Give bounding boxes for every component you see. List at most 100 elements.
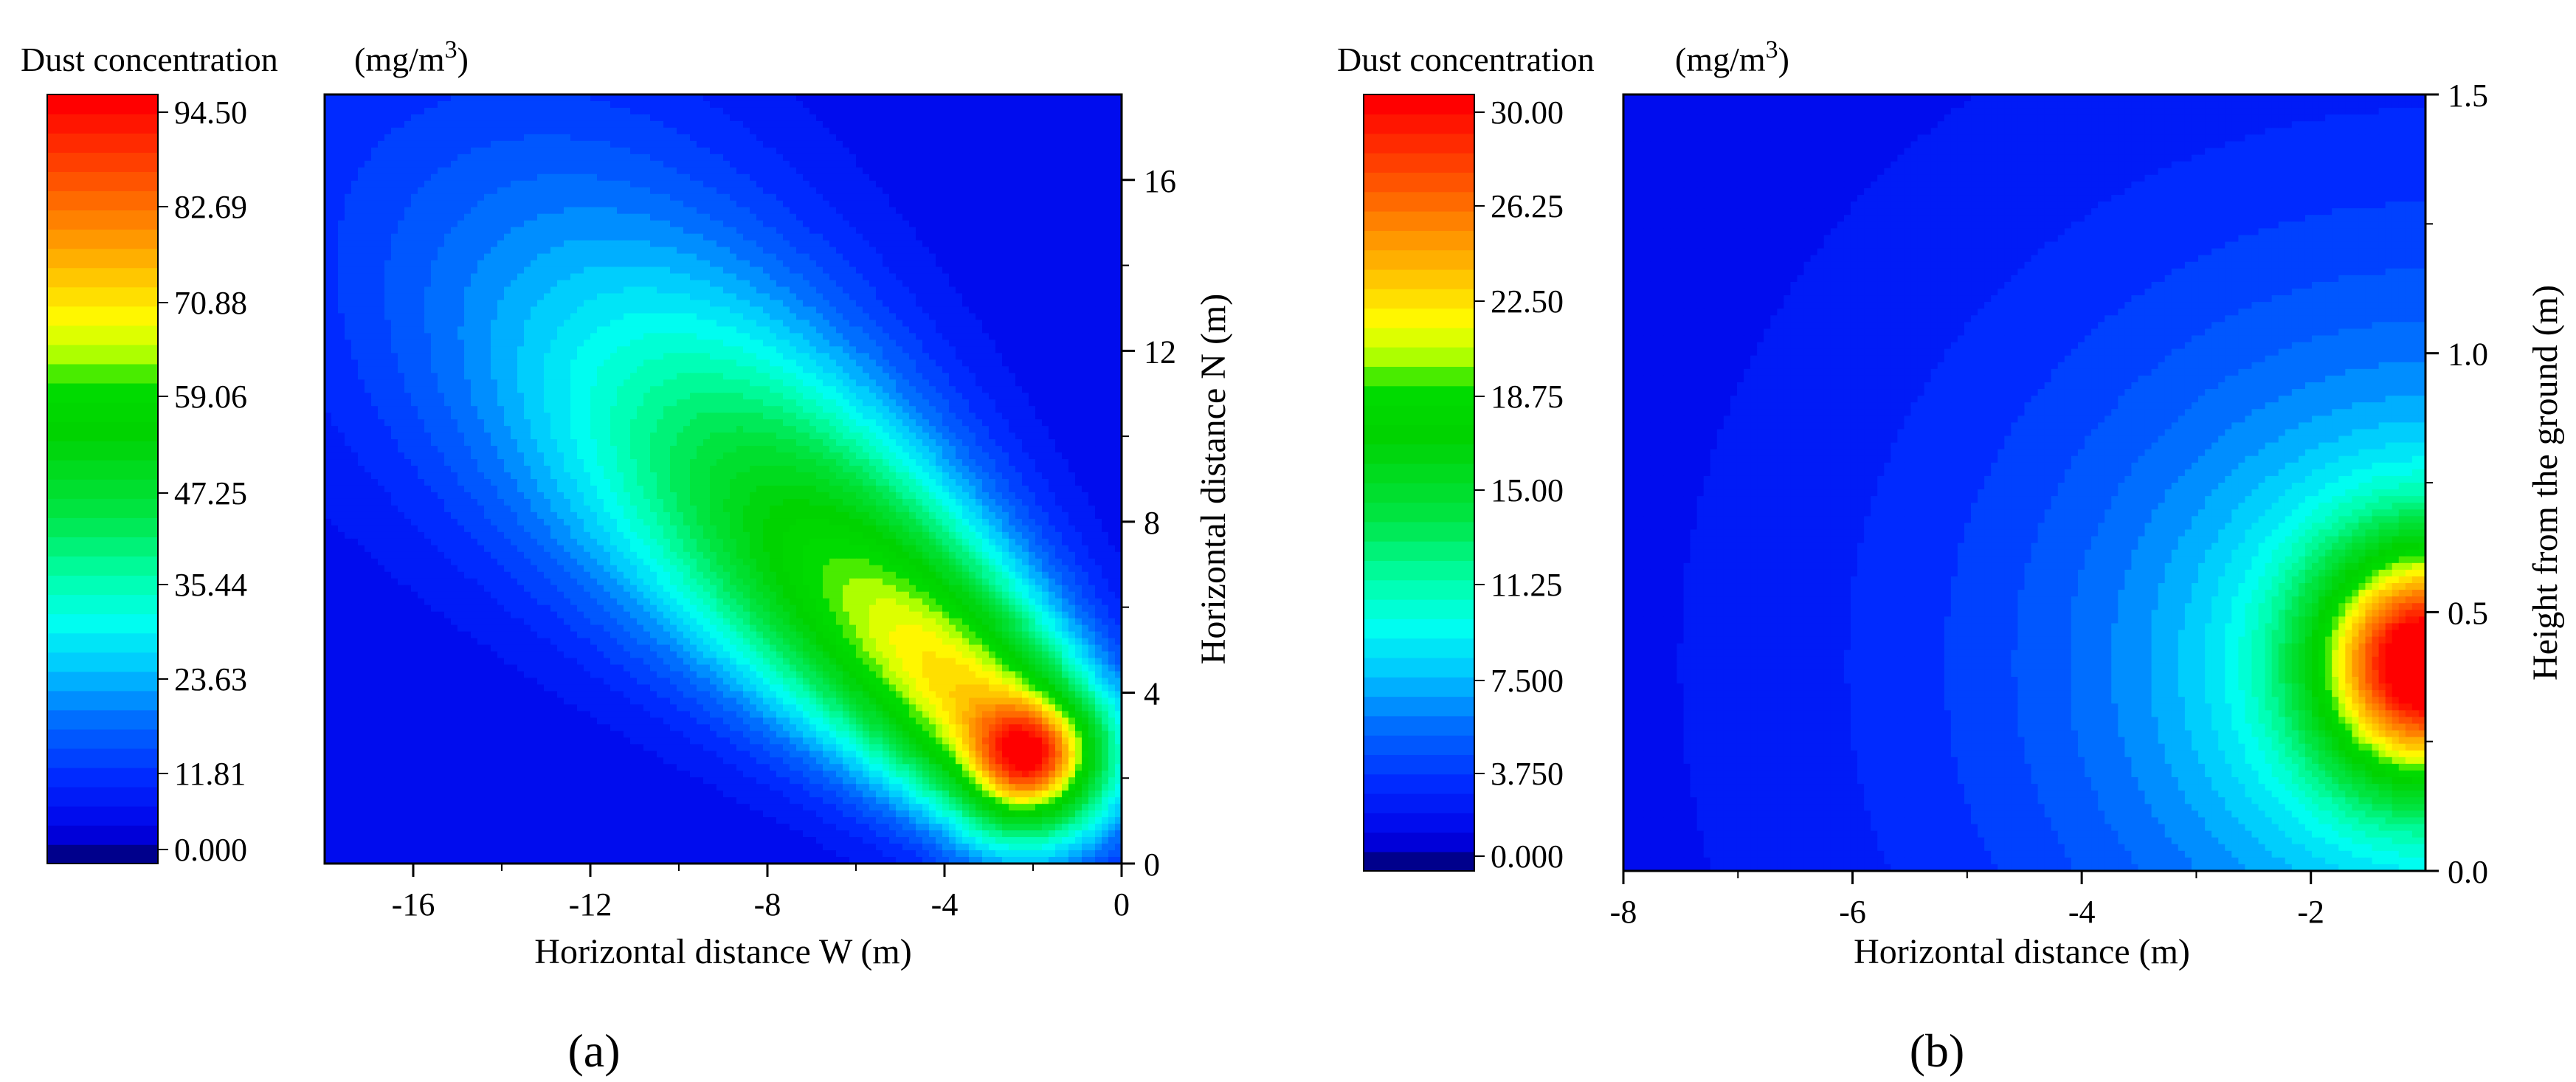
heatmap-cell — [484, 168, 491, 175]
heatmap-cell — [756, 181, 764, 188]
heatmap-cell — [345, 293, 352, 300]
heatmap-cell — [750, 128, 757, 135]
heatmap-cell — [1075, 353, 1082, 360]
heatmap-cell — [537, 121, 545, 128]
heatmap-cell — [610, 181, 618, 188]
heatmap-cell — [378, 108, 385, 115]
heatmap-cell — [438, 346, 445, 354]
heatmap-cell — [809, 261, 817, 268]
heatmap-cell — [736, 333, 744, 340]
heatmap-cell — [431, 234, 438, 241]
heatmap-cell — [365, 101, 372, 108]
heatmap-cell — [424, 194, 432, 201]
heatmap-cell — [643, 261, 651, 268]
heatmap-cell — [730, 340, 737, 347]
heatmap-cell — [790, 181, 797, 188]
heatmap-cell — [584, 333, 591, 340]
heatmap-cell — [1002, 187, 1009, 195]
heatmap-cell — [1009, 168, 1016, 175]
heatmap-cell — [823, 114, 830, 122]
heatmap-cell — [358, 261, 365, 268]
colorbar-swatch — [47, 556, 158, 576]
heatmap-cell — [411, 101, 418, 108]
heatmap-cell — [723, 168, 731, 175]
heatmap-cell — [371, 353, 379, 360]
heatmap-cell — [756, 161, 764, 168]
heatmap-cell — [896, 287, 903, 294]
heatmap-cell — [823, 168, 830, 175]
heatmap-cell — [969, 346, 976, 354]
heatmap-cell — [1009, 346, 1016, 354]
heatmap-cell — [471, 108, 478, 115]
heatmap-cell — [829, 274, 837, 281]
heatmap-cell — [829, 101, 837, 108]
heatmap-cell — [604, 141, 611, 148]
heatmap-cell — [876, 221, 883, 228]
heatmap-cell — [1035, 247, 1043, 255]
heatmap-cell — [570, 148, 578, 155]
heatmap-cell — [537, 108, 545, 115]
heatmap-cell — [345, 300, 352, 307]
heatmap-cell — [371, 194, 379, 201]
colorbar-tick-label: 23.63 — [174, 661, 247, 697]
heatmap-cell — [663, 261, 671, 268]
heatmap-cell — [697, 320, 704, 327]
heatmap-cell — [849, 181, 857, 188]
heatmap-cell — [949, 154, 956, 162]
heatmap-cell — [989, 234, 996, 241]
heatmap-cell — [683, 201, 691, 208]
heatmap-cell — [790, 313, 797, 320]
heatmap-cell — [411, 134, 418, 142]
heatmap-cell — [889, 114, 897, 122]
heatmap-cell — [617, 194, 624, 201]
heatmap-cell — [557, 280, 564, 288]
heatmap-cell — [663, 300, 671, 307]
heatmap-cell — [976, 287, 983, 294]
heatmap-cell — [650, 141, 657, 148]
heatmap-cell — [1022, 227, 1029, 235]
heatmap-cell — [491, 154, 498, 162]
heatmap-cell — [716, 214, 724, 221]
heatmap-cell — [916, 274, 923, 281]
heatmap-cell — [1095, 333, 1102, 340]
heatmap-cell — [630, 267, 638, 275]
heatmap-cell — [491, 121, 498, 128]
heatmap-cell — [378, 320, 385, 327]
heatmap-cell — [969, 114, 976, 122]
heatmap-cell — [617, 280, 624, 288]
heatmap-cell — [464, 134, 472, 142]
heatmap-cell — [876, 227, 883, 235]
heatmap-cell — [371, 274, 379, 281]
colorbar-swatch — [47, 575, 158, 595]
heatmap-cell — [365, 227, 372, 235]
heatmap-cell — [995, 221, 1003, 228]
heatmap-cell — [690, 333, 697, 340]
heatmap-cell — [1022, 274, 1029, 281]
heatmap-cell — [776, 306, 784, 314]
heatmap-cell — [823, 287, 830, 294]
heatmap-cell — [829, 108, 837, 115]
heatmap-cell — [736, 101, 744, 108]
heatmap-cell — [982, 168, 990, 175]
heatmap-cell — [690, 359, 697, 367]
heatmap-cell — [956, 121, 963, 128]
heatmap-cell — [1068, 280, 1076, 288]
heatmap-cell — [637, 313, 644, 320]
heatmap-cell — [697, 214, 704, 221]
heatmap-cell — [331, 346, 339, 354]
heatmap-cell — [590, 313, 598, 320]
heatmap-cell — [418, 333, 425, 340]
heatmap-cell — [590, 254, 598, 261]
heatmap-cell — [1088, 340, 1096, 347]
heatmap-cell — [856, 280, 863, 288]
heatmap-cell — [982, 267, 990, 275]
heatmap-cell — [783, 313, 790, 320]
heatmap-cell — [464, 353, 472, 360]
heatmap-cell — [663, 154, 671, 162]
heatmap-cell — [564, 320, 571, 327]
heatmap-cell — [657, 261, 664, 268]
heatmap-cell — [404, 353, 412, 360]
heatmap-cell — [929, 101, 936, 108]
heatmap-cell — [816, 326, 823, 334]
heatmap-cell — [962, 141, 970, 148]
